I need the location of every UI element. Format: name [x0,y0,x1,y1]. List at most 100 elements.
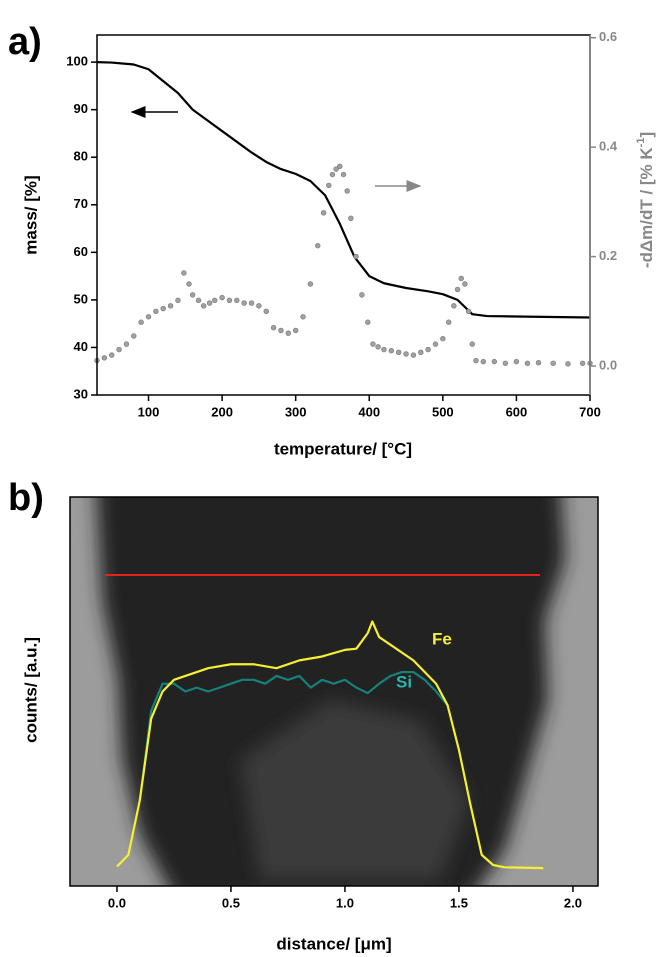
data-point [381,346,387,353]
data-point [101,355,108,361]
data-point [333,166,339,172]
x-tick-label: 600 [506,404,528,419]
x-axis-title: distance/ [μm] [276,934,391,953]
data-point [491,358,498,365]
series-label: Fe [432,629,452,648]
data-point [524,360,531,366]
data-point [234,297,240,304]
data-point [206,300,213,306]
data-point [359,292,365,298]
plot-frame [96,34,591,396]
data-point [175,297,181,304]
y-tick-label: 80 [74,149,88,164]
y2-tick-label: 0.2 [599,248,617,263]
data-point [200,303,207,309]
y-tick-label: 90 [74,101,88,116]
plot-frame [69,496,599,887]
data-point [375,344,381,350]
data-point [458,275,464,282]
data-point [219,294,225,301]
data-point [116,346,122,353]
y-tick-label: 60 [74,244,88,259]
data-point [425,346,431,353]
data-point [329,171,336,178]
data-point [418,349,424,356]
x-axis-title: temperature/ [°C] [274,439,412,458]
data-point [109,352,115,358]
series-label: Si [396,672,412,691]
x-tick-label: 1.5 [450,895,468,910]
y2-tick-label: 0.0 [599,357,617,372]
y-tick-label: 70 [74,196,88,211]
data-point [440,335,446,342]
data-point [167,303,174,309]
x-tick-label: 0.5 [222,895,240,910]
data-point [212,297,218,304]
x-tick-label: 400 [358,404,380,419]
data-point [446,319,452,325]
data-point [340,171,347,178]
y2-tick-label: 0.4 [599,139,618,154]
data-line [96,61,591,319]
tem-image [70,497,598,886]
data-point [337,163,343,170]
data-point [348,215,354,221]
data-point [550,360,556,366]
y2-title-sup: -1 [635,138,647,148]
data-point [454,286,461,293]
data-point [462,281,468,287]
x-tick-label: 100 [138,404,160,419]
data-point [410,352,417,358]
y-tick-label: 50 [74,291,88,306]
data-point [480,358,487,365]
data-point [579,360,586,366]
panel-label: a) [8,21,42,63]
data-point [395,349,402,356]
x-tick-label: 700 [579,404,601,419]
data-point [181,270,187,276]
data-point [263,308,269,314]
data-point [451,303,457,309]
data-point [473,357,479,364]
data-point [131,333,137,339]
data-point [370,341,376,347]
y-axis-title: counts/ [a.u.] [21,637,40,743]
data-point [513,358,520,365]
data-point [270,325,277,331]
data-line [138,670,449,801]
data-point [565,361,571,367]
data-point [388,347,395,354]
data-point [285,330,292,336]
data-point [226,297,233,304]
y-axis-title: mass/ [%] [21,175,40,254]
x-tick-label: 1.0 [336,895,354,910]
data-point [315,242,321,249]
data-point [145,314,152,320]
data-point [344,188,350,194]
data-point [241,300,247,306]
data-point [138,319,144,325]
data-point [248,300,255,306]
data-point [160,305,166,312]
data-point [186,281,192,287]
data-point [353,253,359,260]
data-point [278,327,284,334]
data-point [469,341,475,347]
y2-title-main: -dΔm/dT / [% K [637,147,656,269]
x-tick-label: 2.0 [564,895,582,910]
data-point [153,308,159,314]
data-point [189,292,196,298]
panel-label: b) [8,477,44,519]
data-point [326,182,332,189]
data-point [502,360,509,366]
x-tick-label: 300 [285,404,307,419]
y2-title-end: ] [637,132,656,138]
data-point [432,341,439,347]
y-tick-label: 30 [74,386,88,401]
y-tick-label: 40 [74,339,88,354]
y2-axis-title: -dΔm/dT / [% K-1] [635,132,657,268]
data-point [292,327,299,334]
data-point [320,210,327,216]
